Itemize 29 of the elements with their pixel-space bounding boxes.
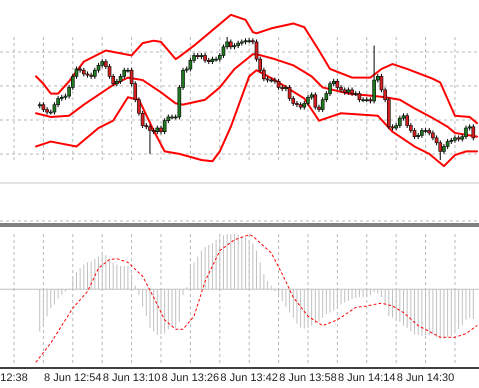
candlestick (336, 78, 340, 90)
x-tick-label: 8 Jun 13:10 (102, 372, 160, 384)
candlestick (93, 67, 97, 80)
candlestick (431, 130, 435, 141)
x-tick-label: 8 Jun 14:14 (338, 372, 396, 384)
candlestick (148, 124, 152, 154)
candlestick (405, 112, 409, 129)
candlestick (188, 57, 192, 72)
candlestick (306, 94, 310, 106)
x-tick-label: 8 Jun 14:30 (396, 372, 454, 384)
x-tick-label: 8 Jun 13:58 (279, 372, 337, 384)
candlestick (276, 78, 280, 90)
x-tick-label: 8 Jun 12:54 (44, 372, 102, 384)
candlestick (42, 102, 46, 113)
candlestick (398, 115, 402, 129)
candlestick (203, 52, 207, 64)
candlestick (464, 125, 468, 140)
candlestick (314, 92, 318, 110)
candlestick (162, 118, 166, 135)
candlestick (472, 124, 476, 141)
x-tick-label: 8 Jun 13:42 (220, 372, 278, 384)
candlestick (358, 90, 362, 103)
candlestick (229, 38, 233, 50)
candlestick (122, 67, 126, 80)
candlestick (420, 128, 424, 138)
candlestick (438, 140, 442, 160)
x-tick-label: 12:38 (0, 372, 28, 384)
x-tick-label: 8 Jun 13:26 (162, 372, 220, 384)
candlestick (372, 45, 376, 104)
